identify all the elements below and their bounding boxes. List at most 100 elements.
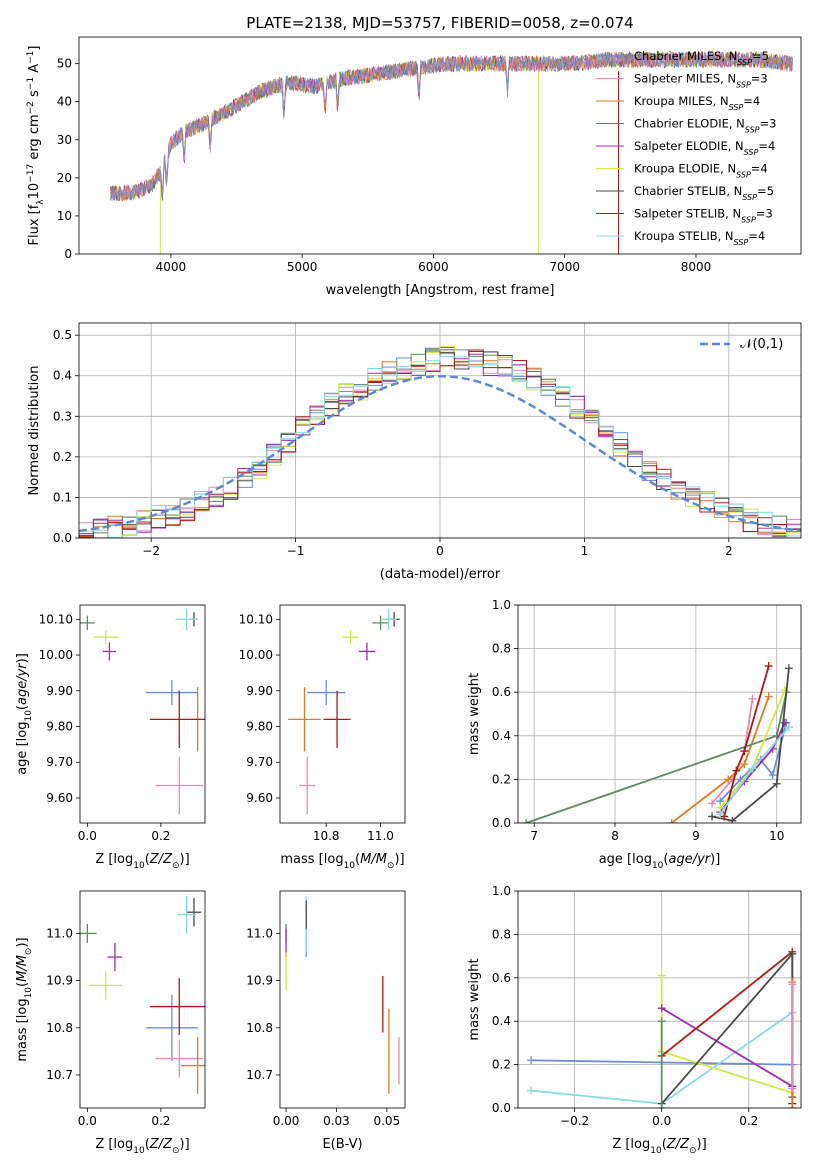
mass-vs-Z-panel: 0.0 0.2 10.7 10.8 10.9 11.0 bbox=[46, 890, 206, 1128]
spectrum-panel: 4000 5000 6000 7000 8000 0 10 20 30 40 50 Chabrier … bbox=[57, 36, 802, 298]
x-tick-label: 0.2 bbox=[151, 1114, 170, 1128]
weight-marker bbox=[740, 747, 749, 756]
axes-frame bbox=[517, 890, 802, 1109]
y-tick-label: 0 bbox=[64, 247, 72, 261]
errorbar-point bbox=[89, 971, 123, 1000]
y-tick-label: 0.6 bbox=[492, 971, 511, 985]
y-tick-label: 9.80 bbox=[246, 720, 273, 734]
axes-frame bbox=[279, 604, 406, 824]
weight-marker bbox=[768, 771, 777, 780]
y-tick-label: 9.90 bbox=[46, 684, 73, 698]
errorbar-point bbox=[323, 690, 351, 748]
errorbar-point bbox=[149, 690, 205, 748]
x-tick-label: 0.2 bbox=[151, 829, 170, 843]
histogram-step bbox=[79, 349, 801, 538]
errorbar-point bbox=[175, 608, 198, 631]
y-tick-label: 0.0 bbox=[53, 531, 72, 545]
plot-area bbox=[518, 891, 801, 1108]
y-tick-label: 10 bbox=[57, 209, 72, 223]
legend-label: Kroupa MILES, NSSP=4 bbox=[634, 94, 760, 112]
weight-marker bbox=[522, 819, 531, 823]
axes-frame bbox=[79, 890, 206, 1109]
weight-marker bbox=[708, 812, 717, 821]
weight-marker bbox=[657, 1017, 666, 1026]
x-tick-label: −0.2 bbox=[560, 1114, 589, 1128]
weight-marker bbox=[784, 723, 793, 732]
y-tick-label: 0.2 bbox=[53, 450, 72, 464]
weight-marker bbox=[716, 810, 725, 819]
errorbar-point bbox=[92, 630, 119, 645]
y-tick-label: 9.60 bbox=[46, 791, 73, 805]
x-axis-label: Z [log10(Z/Z⊙)] bbox=[612, 1137, 706, 1156]
x-tick-label: 0 bbox=[436, 544, 444, 558]
x-tick-label: 0.03 bbox=[323, 1114, 350, 1128]
y-tick-label: 10.00 bbox=[39, 648, 73, 662]
y-tick-label: 10.8 bbox=[46, 1021, 73, 1035]
y-tick-label: 40 bbox=[57, 95, 72, 109]
residual-panel: −2 −1 0 1 2 0.0 0.1 0.2 0.3 0.4 0.5 𝒩(0,1) (data-mod… bbox=[27, 322, 802, 582]
y-tick-label: 9.90 bbox=[246, 684, 273, 698]
weight-marker bbox=[527, 1086, 536, 1095]
weight-marker bbox=[724, 775, 733, 784]
weight-marker bbox=[772, 779, 781, 788]
mass-vs-EBV-panel: 0.00 0.03 0.05 10.7 10.8 10.9 11.0 bbox=[246, 890, 406, 1128]
weight-marker bbox=[740, 760, 749, 769]
legend-label: Salpeter ELODIE, NSSP=4 bbox=[634, 139, 775, 157]
y-tick-label: 0.0 bbox=[492, 1101, 511, 1115]
weight-vs-age-panel: 7 8 9 10 0.0 0.2 0.4 0.6 0.8 1.0 mass weight bbox=[467, 598, 802, 843]
weight-marker bbox=[708, 799, 717, 808]
x-axis-label: (data-model)/error bbox=[380, 567, 501, 582]
errorbar-point bbox=[186, 898, 202, 927]
y-tick-label: 0.5 bbox=[53, 328, 72, 342]
x-axis-label: Z [log10(Z/Z⊙)] bbox=[95, 1137, 189, 1156]
x-tick-label: 2 bbox=[725, 544, 733, 558]
grid bbox=[518, 605, 801, 823]
y-axis-label: mass weight bbox=[467, 673, 482, 755]
weight-line bbox=[661, 1007, 793, 1088]
weight-line bbox=[661, 951, 794, 1105]
y-tick-label: 0.0 bbox=[492, 816, 511, 830]
weight-marker bbox=[667, 819, 676, 823]
y-tick-label: 10.9 bbox=[246, 974, 273, 988]
legend-label: Chabrier MILES, NSSP=5 bbox=[634, 49, 769, 67]
axes-frame bbox=[517, 604, 802, 824]
x-tick-label: 0.05 bbox=[373, 1114, 400, 1128]
axes-frame bbox=[78, 36, 802, 255]
x-tick-label: 4000 bbox=[156, 260, 187, 274]
grid bbox=[79, 323, 801, 538]
weight-marker bbox=[788, 949, 797, 958]
x-tick-label: 10.8 bbox=[313, 829, 340, 843]
y-tick-label: 0.4 bbox=[53, 369, 72, 383]
weight-marker bbox=[748, 764, 757, 773]
errorbar-point bbox=[146, 680, 198, 706]
weight-marker bbox=[728, 816, 737, 823]
age-vs-Z-panel: 0.0 0.2 9.60 9.70 9.80 9.90 10.00 10.10 bbox=[39, 604, 206, 843]
figure-title: PLATE=2138, MJD=53757, FIBERID=0058, z=0… bbox=[246, 14, 633, 32]
y-tick-label: 1.0 bbox=[492, 884, 511, 898]
y-axis-label: mass weight bbox=[467, 958, 482, 1040]
weight-line bbox=[711, 668, 790, 822]
x-tick-label: 0.2 bbox=[739, 1114, 758, 1128]
y-tick-label: 0.4 bbox=[492, 729, 511, 743]
y-tick-label: 9.70 bbox=[46, 755, 73, 769]
errorbar-point bbox=[107, 942, 123, 972]
x-tick-label: 0.0 bbox=[652, 1114, 671, 1128]
y-tick-label: 1.0 bbox=[492, 598, 511, 612]
x-tick-label: 7 bbox=[530, 829, 538, 843]
y-tick-label: 10.9 bbox=[46, 974, 73, 988]
errorbar-point bbox=[181, 1037, 205, 1094]
plot-area bbox=[285, 895, 400, 1094]
legend-label: Salpeter MILES, NSSP=3 bbox=[634, 72, 768, 90]
legend-label: Kroupa ELODIE, NSSP=4 bbox=[634, 162, 768, 180]
weight-marker bbox=[780, 718, 789, 727]
weight-marker bbox=[748, 694, 757, 703]
legend-label: 𝒩(0,1) bbox=[740, 337, 783, 352]
x-axis-label: mass [log10(M/M⊙)] bbox=[280, 852, 404, 871]
legend-label: Kroupa STELIB, NSSP=4 bbox=[634, 229, 765, 247]
plot-area bbox=[80, 608, 205, 815]
x-tick-label: −2 bbox=[142, 544, 160, 558]
plot-area bbox=[79, 323, 801, 538]
x-tick-label: 0.0 bbox=[78, 829, 97, 843]
x-axis-label: E(B-V) bbox=[322, 1137, 362, 1152]
